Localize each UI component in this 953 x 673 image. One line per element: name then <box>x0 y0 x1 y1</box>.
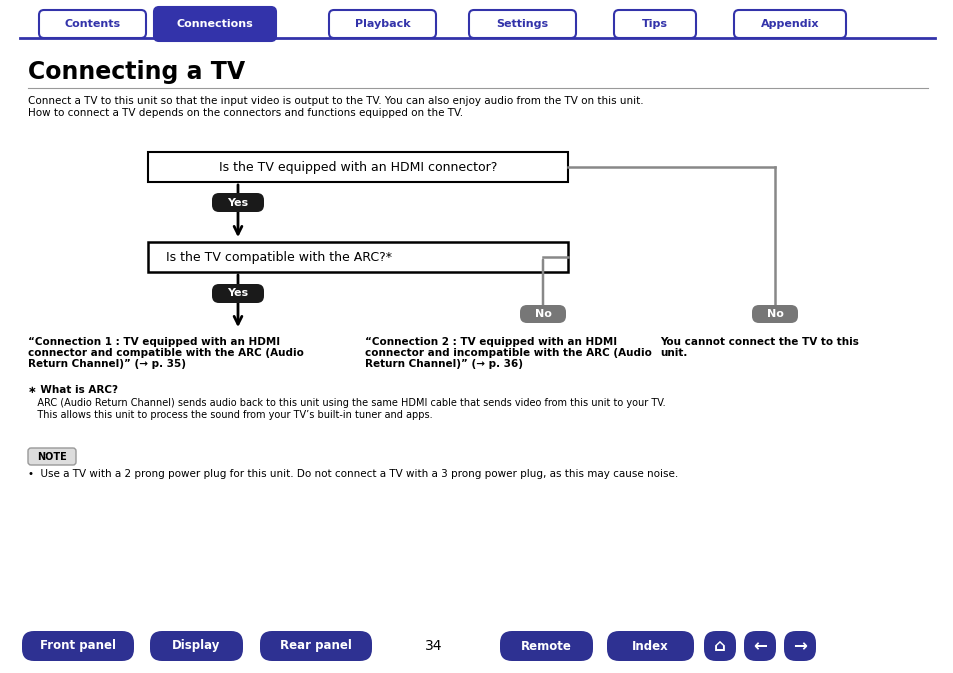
FancyBboxPatch shape <box>22 631 133 661</box>
FancyBboxPatch shape <box>751 305 797 323</box>
FancyBboxPatch shape <box>703 631 735 661</box>
FancyBboxPatch shape <box>153 7 275 41</box>
Text: Connections: Connections <box>176 19 253 29</box>
Text: Is the TV equipped with an HDMI connector?: Is the TV equipped with an HDMI connecto… <box>218 162 497 174</box>
Text: connector and incompatible with the ARC (Audio: connector and incompatible with the ARC … <box>365 348 651 358</box>
Text: Playback: Playback <box>355 19 410 29</box>
Text: Return Channel)” (→ p. 36): Return Channel)” (→ p. 36) <box>365 359 522 369</box>
Text: Appendix: Appendix <box>760 19 819 29</box>
Text: Front panel: Front panel <box>40 639 116 653</box>
Text: 34: 34 <box>425 639 442 653</box>
FancyBboxPatch shape <box>212 284 264 303</box>
FancyBboxPatch shape <box>614 10 696 38</box>
FancyBboxPatch shape <box>733 10 845 38</box>
Text: →: → <box>792 637 806 655</box>
Text: No: No <box>534 309 551 319</box>
FancyBboxPatch shape <box>519 305 565 323</box>
Text: ARC (Audio Return Channel) sends audio back to this unit using the same HDMI cab: ARC (Audio Return Channel) sends audio b… <box>28 398 665 408</box>
Text: Index: Index <box>632 639 668 653</box>
Text: Connecting a TV: Connecting a TV <box>28 60 245 84</box>
Text: This allows this unit to process the sound from your TV’s built-in tuner and app: This allows this unit to process the sou… <box>28 410 432 420</box>
Text: •  Use a TV with a 2 prong power plug for this unit. Do not connect a TV with a : • Use a TV with a 2 prong power plug for… <box>28 469 678 479</box>
Text: Yes: Yes <box>227 289 249 299</box>
FancyBboxPatch shape <box>212 193 264 212</box>
Bar <box>148 242 567 272</box>
FancyBboxPatch shape <box>743 631 775 661</box>
Text: Contents: Contents <box>65 19 120 29</box>
Text: “Connection 1 : TV equipped with an HDMI: “Connection 1 : TV equipped with an HDMI <box>28 337 280 347</box>
Text: Yes: Yes <box>227 197 249 207</box>
Text: connector and compatible with the ARC (Audio: connector and compatible with the ARC (A… <box>28 348 304 358</box>
Text: No: No <box>766 309 782 319</box>
FancyBboxPatch shape <box>469 10 576 38</box>
Text: Connect a TV to this unit so that the input video is output to the TV. You can a: Connect a TV to this unit so that the in… <box>28 96 643 106</box>
Text: ←: ← <box>752 637 766 655</box>
FancyBboxPatch shape <box>28 448 76 465</box>
Text: “Connection 2 : TV equipped with an HDMI: “Connection 2 : TV equipped with an HDMI <box>365 337 617 347</box>
FancyBboxPatch shape <box>499 631 593 661</box>
Text: How to connect a TV depends on the connectors and functions equipped on the TV.: How to connect a TV depends on the conne… <box>28 108 462 118</box>
Text: Settings: Settings <box>496 19 548 29</box>
Text: Display: Display <box>172 639 220 653</box>
FancyBboxPatch shape <box>150 631 243 661</box>
Bar <box>148 152 567 182</box>
Text: Tips: Tips <box>641 19 667 29</box>
Text: ⌂: ⌂ <box>713 637 725 655</box>
Text: unit.: unit. <box>659 348 687 358</box>
FancyBboxPatch shape <box>39 10 146 38</box>
Text: You cannot connect the TV to this: You cannot connect the TV to this <box>659 337 858 347</box>
Text: Is the TV compatible with the ARC?*: Is the TV compatible with the ARC?* <box>166 252 392 264</box>
Text: ∗ What is ARC?: ∗ What is ARC? <box>28 385 118 395</box>
FancyBboxPatch shape <box>329 10 436 38</box>
Text: Remote: Remote <box>520 639 572 653</box>
FancyBboxPatch shape <box>606 631 693 661</box>
Text: Return Channel)” (→ p. 35): Return Channel)” (→ p. 35) <box>28 359 186 369</box>
Text: NOTE: NOTE <box>37 452 67 462</box>
FancyBboxPatch shape <box>260 631 372 661</box>
Text: Rear panel: Rear panel <box>280 639 352 653</box>
FancyBboxPatch shape <box>783 631 815 661</box>
